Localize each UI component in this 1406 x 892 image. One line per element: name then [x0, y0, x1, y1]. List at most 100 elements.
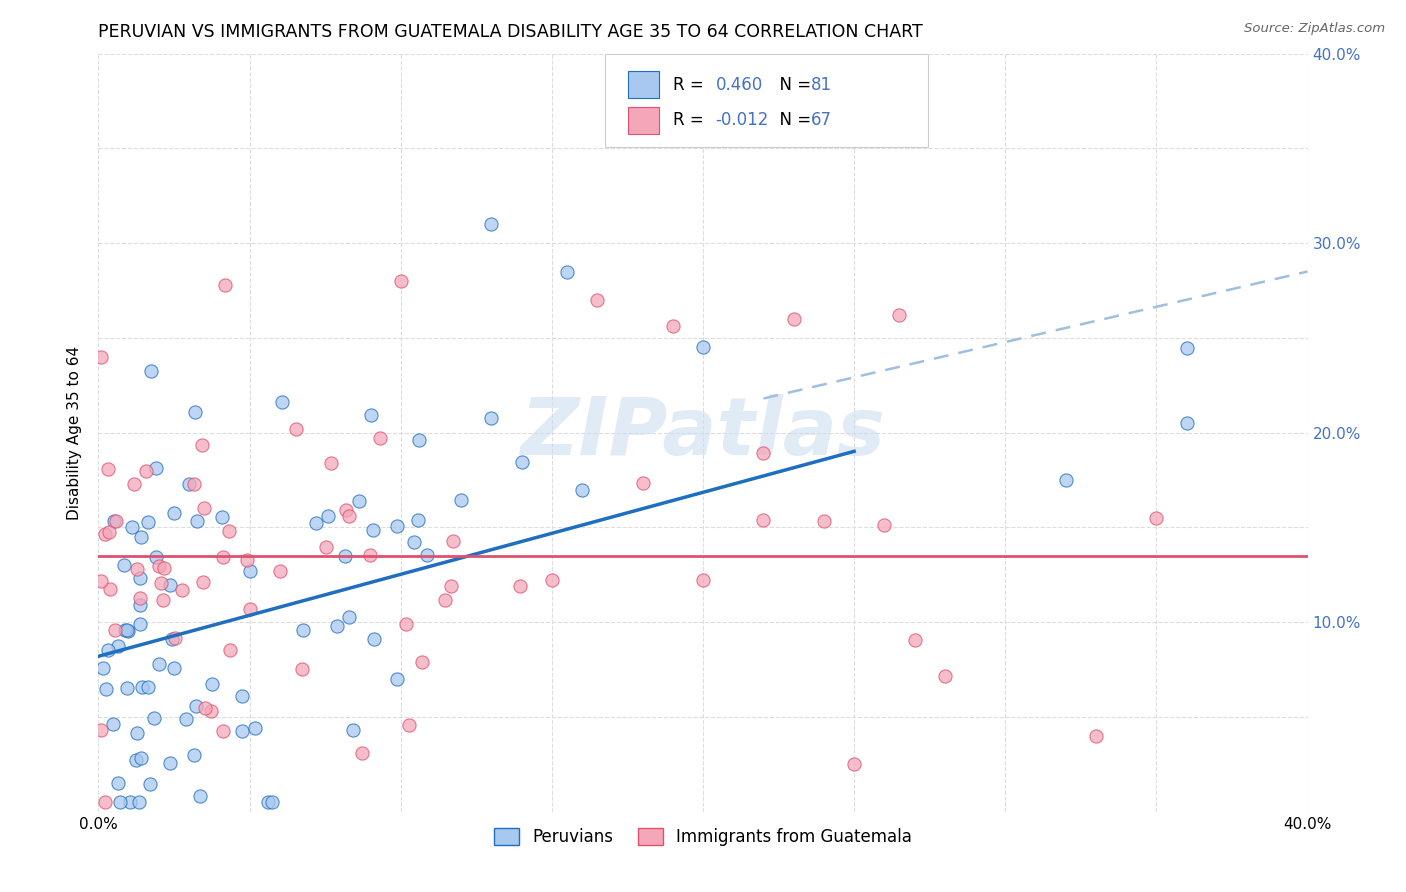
Immigrants from Guatemala	[194, 701, 217, 715]
Peruvians	[342, 723, 364, 738]
Immigrants from Guatemala	[315, 541, 337, 555]
Immigrants from Guatemala	[752, 513, 775, 527]
Peruvians	[131, 530, 153, 544]
Peruvians	[131, 680, 153, 694]
Peruvians	[129, 571, 152, 585]
Peruvians	[481, 217, 503, 231]
Peruvians	[129, 617, 152, 632]
Peruvians	[139, 777, 162, 791]
Legend: Peruvians, Immigrants from Guatemala: Peruvians, Immigrants from Guatemala	[486, 822, 920, 853]
Immigrants from Guatemala	[411, 656, 433, 670]
Peruvians	[184, 699, 207, 714]
Peruvians	[450, 492, 472, 507]
Peruvians	[402, 534, 425, 549]
Peruvians	[231, 690, 253, 704]
Immigrants from Guatemala	[183, 477, 205, 491]
Immigrants from Guatemala	[125, 562, 148, 576]
Immigrants from Guatemala	[163, 632, 186, 646]
Immigrants from Guatemala	[129, 591, 152, 605]
Immigrants from Guatemala	[212, 549, 235, 564]
Immigrants from Guatemala	[441, 533, 464, 548]
Immigrants from Guatemala	[904, 632, 927, 647]
Peruvians	[184, 405, 207, 419]
Immigrants from Guatemala	[359, 549, 381, 563]
Text: -0.012: -0.012	[716, 112, 769, 129]
Peruvians	[117, 623, 139, 637]
Immigrants from Guatemala	[193, 500, 215, 515]
Peruvians	[129, 599, 152, 613]
Peruvians	[305, 516, 328, 530]
Peruvians	[316, 509, 339, 524]
Peruvians	[136, 515, 159, 529]
Immigrants from Guatemala	[398, 718, 420, 732]
Immigrants from Guatemala	[190, 438, 212, 452]
Peruvians	[337, 609, 360, 624]
Peruvians	[115, 681, 138, 695]
Peruvians	[112, 558, 135, 573]
Peruvians	[125, 754, 148, 768]
Immigrants from Guatemala	[350, 746, 373, 760]
Immigrants from Guatemala	[152, 592, 174, 607]
Peruvians	[125, 726, 148, 740]
Peruvians	[291, 623, 314, 637]
Immigrants from Guatemala	[269, 565, 291, 579]
Immigrants from Guatemala	[783, 312, 806, 326]
Peruvians	[1175, 416, 1198, 430]
Peruvians	[162, 632, 184, 646]
Peruvians	[481, 410, 503, 425]
Immigrants from Guatemala	[389, 274, 412, 288]
Immigrants from Guatemala	[889, 308, 911, 322]
Peruvians	[408, 433, 430, 447]
Text: Source: ZipAtlas.com: Source: ZipAtlas.com	[1244, 22, 1385, 36]
Immigrants from Guatemala	[214, 277, 236, 292]
Peruvians	[692, 340, 714, 354]
Immigrants from Guatemala	[319, 456, 342, 470]
Immigrants from Guatemala	[1085, 729, 1108, 743]
Immigrants from Guatemala	[337, 509, 360, 524]
Immigrants from Guatemala	[218, 524, 240, 539]
Immigrants from Guatemala	[97, 462, 120, 476]
Peruvians	[139, 364, 162, 378]
Peruvians	[571, 483, 593, 498]
Immigrants from Guatemala	[90, 574, 112, 589]
Peruvians	[163, 506, 186, 520]
Peruvians	[114, 624, 136, 638]
Text: N =: N =	[769, 112, 817, 129]
Peruvians	[385, 519, 408, 533]
Text: R =: R =	[673, 76, 710, 94]
Immigrants from Guatemala	[212, 723, 235, 738]
Peruvians	[360, 408, 382, 422]
Peruvians	[406, 513, 429, 527]
Peruvians	[555, 264, 578, 278]
Peruvians	[256, 795, 278, 809]
Immigrants from Guatemala	[440, 579, 463, 593]
Immigrants from Guatemala	[124, 477, 146, 491]
Peruvians	[510, 455, 533, 469]
Peruvians	[97, 643, 120, 657]
Immigrants from Guatemala	[104, 623, 127, 637]
Immigrants from Guatemala	[395, 616, 418, 631]
Peruvians	[174, 712, 197, 726]
Peruvians	[188, 789, 211, 804]
Peruvians	[103, 514, 125, 528]
Immigrants from Guatemala	[284, 422, 307, 436]
Immigrants from Guatemala	[97, 524, 120, 539]
Peruvians	[120, 795, 142, 809]
Immigrants from Guatemala	[90, 350, 112, 364]
Peruvians	[211, 510, 233, 524]
Peruvians	[416, 548, 439, 562]
Peruvians	[347, 494, 370, 508]
Peruvians	[145, 549, 167, 564]
Peruvians	[239, 564, 262, 578]
Peruvians	[148, 657, 170, 672]
Immigrants from Guatemala	[692, 574, 714, 588]
Immigrants from Guatemala	[200, 704, 222, 718]
Peruvians	[326, 619, 349, 633]
Peruvians	[186, 514, 208, 528]
Immigrants from Guatemala	[93, 527, 115, 541]
Immigrants from Guatemala	[135, 464, 157, 478]
Immigrants from Guatemala	[335, 503, 357, 517]
Peruvians	[245, 722, 267, 736]
Text: 0.460: 0.460	[716, 76, 763, 94]
Peruvians	[231, 723, 253, 738]
